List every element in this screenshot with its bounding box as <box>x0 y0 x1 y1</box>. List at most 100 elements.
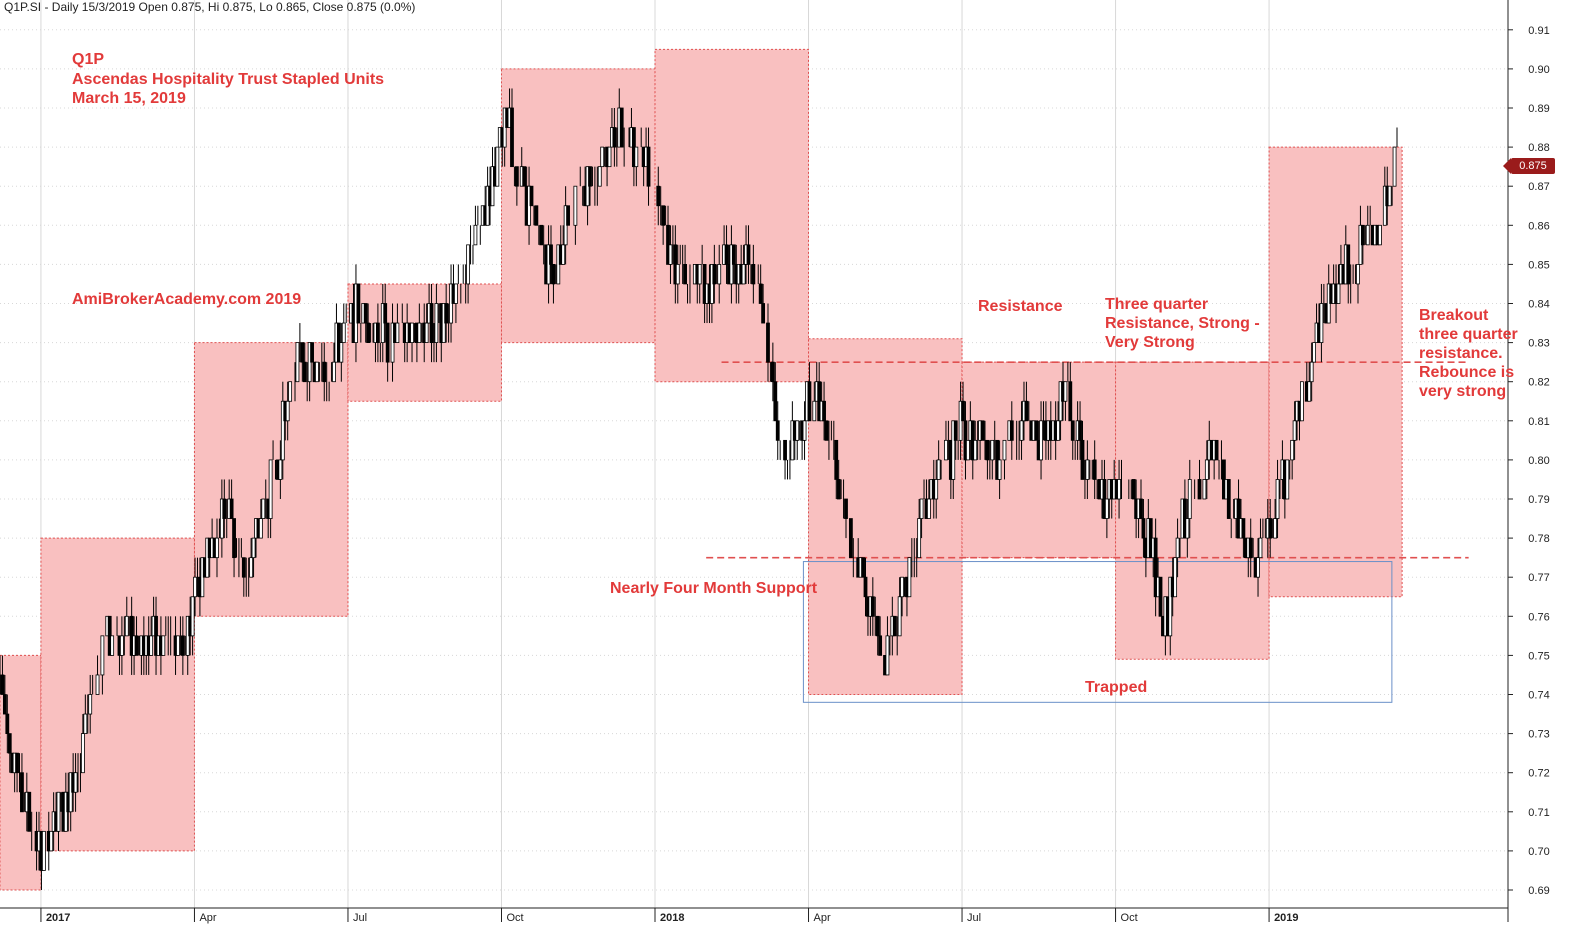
price-candle <box>1063 381 1068 402</box>
price-candle <box>88 694 93 715</box>
price-candle <box>861 557 865 578</box>
price-candle <box>268 459 273 519</box>
watermark: AmiBrokerAcademy.com 2019 <box>72 291 302 308</box>
chart-axes: 0.69 0.70 0.71 0.72 0.73 0.74 0.75 0.76 0.77 0.78… <box>0 0 1550 924</box>
price-candle <box>870 596 875 617</box>
price-candle <box>863 576 868 598</box>
x-tick-label: Apr <box>814 912 831 924</box>
price-candle <box>980 420 985 441</box>
price-candle <box>848 518 853 559</box>
price-candle <box>424 322 429 343</box>
breakout-line4: Rebounce is <box>1419 364 1515 381</box>
y-tick-label: 0.72 <box>1528 768 1549 780</box>
price-candle <box>251 537 256 559</box>
price-candle <box>900 576 904 598</box>
price-candle <box>1080 439 1085 480</box>
price-candle <box>1312 342 1317 363</box>
title-name: Ascendas Hospitality Trust Stapled Units <box>72 71 385 88</box>
three-quarter-line2: Resistance, Strong - <box>1105 315 1260 332</box>
x-tick-label: Jul <box>353 912 367 924</box>
y-tick-label: 0.88 <box>1528 142 1549 154</box>
price-candle <box>566 205 570 226</box>
trapped-label: Trapped <box>1085 679 1148 696</box>
price-candle <box>134 635 139 656</box>
price-candle <box>280 400 285 461</box>
y-tick-label: 0.89 <box>1528 103 1549 115</box>
price-candle <box>366 322 371 343</box>
range-box <box>500 68 656 344</box>
price-candle <box>315 361 319 383</box>
price-candle <box>683 263 687 285</box>
price-candle <box>149 635 154 656</box>
price-candle <box>656 185 661 207</box>
x-tick-label: Oct <box>506 912 523 924</box>
price-candle <box>1168 576 1173 637</box>
price-candle <box>1034 420 1039 441</box>
trapped-box <box>802 561 1393 703</box>
price-candle <box>395 322 400 343</box>
price-candle <box>997 459 1002 480</box>
price-candle <box>1292 420 1297 441</box>
price-candle <box>1285 459 1290 500</box>
breakout-line1: Breakout <box>1419 307 1489 324</box>
price-candle <box>454 283 458 304</box>
price-candle <box>529 185 534 207</box>
price-candle <box>1204 459 1209 480</box>
title-symbol: Q1P <box>72 51 105 68</box>
price-candle <box>675 263 680 285</box>
price-candle <box>934 479 939 500</box>
price-candle <box>661 205 666 226</box>
price-candle <box>953 420 958 441</box>
price-candle <box>824 420 829 441</box>
price-candle <box>892 615 897 637</box>
price-candle <box>222 498 227 519</box>
price-candle <box>917 518 922 559</box>
price-candle <box>951 420 956 480</box>
price-candle <box>1309 361 1314 383</box>
price-candle <box>758 283 763 304</box>
price-candle <box>190 596 195 637</box>
price-candle <box>836 479 841 500</box>
three-quarter-line3: Very Strong <box>1105 334 1195 351</box>
y-tick-label: 0.73 <box>1528 729 1549 741</box>
price-candle <box>161 635 166 656</box>
price-candle <box>551 263 556 285</box>
price-candle <box>834 439 839 480</box>
price-candle <box>1387 185 1392 207</box>
price-candle <box>746 244 751 265</box>
price-candle <box>56 791 61 832</box>
price-candle <box>232 518 236 559</box>
price-candle <box>180 635 185 656</box>
price-candle <box>310 342 314 363</box>
price-candle <box>363 303 368 324</box>
price-candle <box>285 400 290 422</box>
price-candle <box>339 342 344 363</box>
level-lines <box>706 361 1469 703</box>
y-tick-label: 0.87 <box>1528 181 1549 193</box>
price-candle <box>120 635 124 656</box>
three-quarter-line1: Three quarter <box>1105 296 1209 313</box>
price-candle <box>802 420 807 441</box>
price-candle <box>322 361 327 383</box>
price-candle <box>766 322 770 363</box>
price-candle <box>124 615 129 637</box>
price-candle <box>410 322 414 343</box>
price-candle <box>510 107 514 168</box>
x-tick-label: Jul <box>967 912 981 924</box>
y-tick-label: 0.77 <box>1528 572 1549 584</box>
price-candle <box>100 635 105 676</box>
y-tick-label: 0.80 <box>1528 455 1549 467</box>
y-tick-label: 0.69 <box>1528 885 1549 897</box>
price-candle <box>549 244 553 265</box>
price-candle <box>619 107 624 148</box>
last-price-tag: 0.875 <box>1503 158 1555 174</box>
price-candle <box>1187 479 1192 519</box>
x-tick-label: 2018 <box>660 912 684 924</box>
price-candle <box>522 166 527 187</box>
range-box <box>1268 146 1403 598</box>
y-tick-label: 0.83 <box>1528 338 1549 350</box>
price-candle <box>1039 420 1043 461</box>
price-candle <box>936 459 941 480</box>
price-candle <box>795 420 800 441</box>
